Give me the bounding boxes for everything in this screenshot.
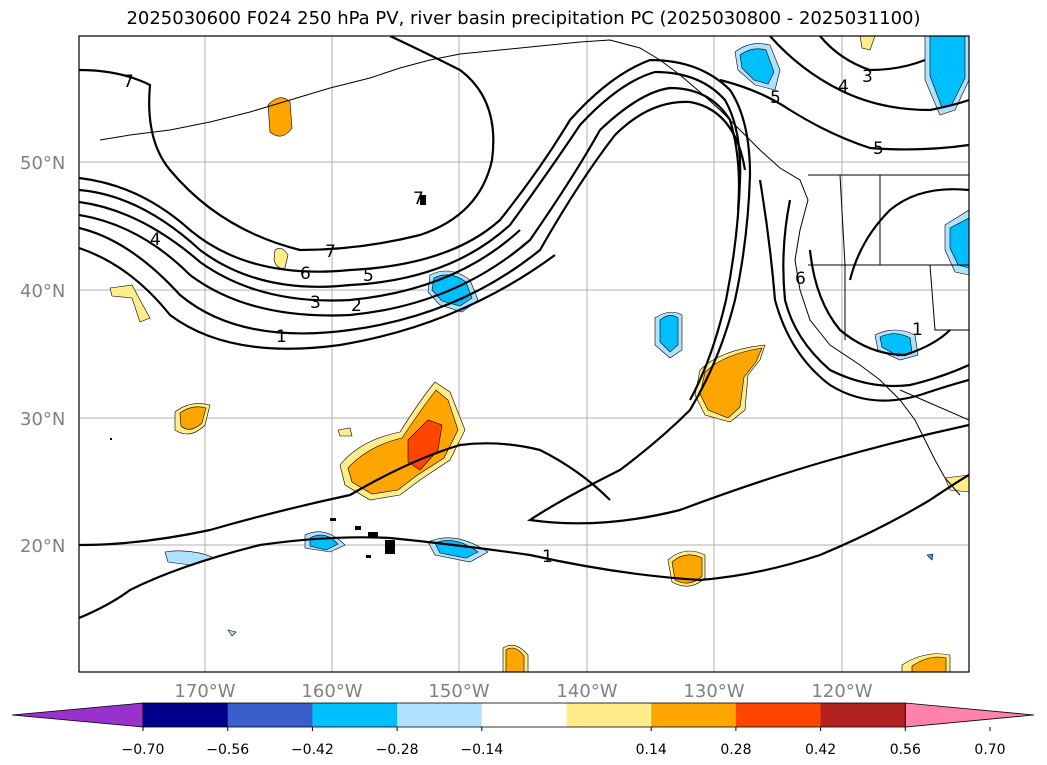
- contour-label: 6: [795, 269, 806, 289]
- precip-positive-area: [273, 248, 289, 269]
- colorbar-segment: [312, 703, 398, 727]
- colorbar-extend-low: [11, 702, 144, 728]
- pv-contours: [79, 36, 969, 620]
- lon-label: 130°W: [683, 681, 744, 702]
- lat-label: 30°N: [20, 409, 65, 430]
- lon-label: 160°W: [301, 681, 362, 702]
- precip-positive-area: [859, 36, 876, 51]
- precip-negative-area: [227, 629, 237, 637]
- colorbar-segment: [143, 703, 229, 727]
- lon-label: 150°W: [428, 681, 489, 702]
- contour-label: 3: [862, 67, 873, 87]
- colorbar-tick-label: −0.70: [122, 742, 165, 758]
- precip-positive-area: [911, 656, 947, 672]
- contour-label: 7: [413, 189, 424, 209]
- precip-positive-area: [505, 647, 525, 672]
- contour-label: 1: [912, 320, 923, 340]
- longitude-labels: 170°W 160°W 150°W 140°W 130°W 120°W: [174, 681, 872, 702]
- latitude-labels: 50°N 40°N 30°N 20°N: [20, 153, 65, 557]
- precip-negative-area: [926, 553, 934, 561]
- colorbar-segment: [820, 703, 906, 727]
- precip-positive-area: [109, 284, 151, 323]
- colorbar-tick-label: 0.70: [974, 742, 1005, 758]
- contour-label: 3: [310, 293, 321, 313]
- precip-positive-area: [699, 347, 763, 419]
- colorbar-tick-label: −0.42: [291, 742, 334, 758]
- lat-label: 20°N: [20, 536, 65, 557]
- precip-positive-area: [267, 97, 293, 137]
- map-frame: [78, 35, 970, 673]
- precip-positive-area: [337, 427, 353, 437]
- colorbar-segment: [566, 703, 652, 727]
- colorbar-segment: [227, 703, 313, 727]
- precip-positive-area: [179, 406, 207, 430]
- contour-label: 7: [123, 72, 134, 92]
- colorbar-tick-label: 0.42: [805, 742, 836, 758]
- colorbar-segment: [481, 703, 567, 727]
- colorbar-segment: [397, 703, 483, 727]
- colorbar-tick-label: 0.14: [636, 742, 667, 758]
- graticule: [79, 36, 969, 672]
- lon-label: 170°W: [174, 681, 235, 702]
- precip-shading: [109, 36, 969, 672]
- contour-label: 4: [838, 77, 849, 97]
- map-title: 2025030600 F024 250 hPa PV, river basin …: [126, 8, 921, 29]
- contour-labels: 7 4 7 6 5 3 2 1 7 5 3 4 5 6 1 1: [123, 67, 923, 567]
- contour-label: 5: [770, 88, 781, 108]
- contour-label: 2: [351, 296, 362, 316]
- precip-positive-area: [671, 554, 703, 584]
- lat-label: 50°N: [20, 153, 65, 174]
- contour-label: 1: [542, 547, 553, 567]
- precip-negative-area: [659, 315, 679, 353]
- colorbar-tick-label: −0.56: [206, 742, 249, 758]
- colorbar-tick-label: −0.28: [376, 742, 419, 758]
- contour-label: 1: [276, 327, 287, 347]
- precip-negative-area: [739, 48, 775, 85]
- colorbar-segment: [651, 703, 737, 727]
- lon-label: 140°W: [556, 681, 617, 702]
- precip-negative-area: [949, 217, 969, 269]
- contour-label: 4: [150, 230, 161, 250]
- map-area: [79, 36, 969, 672]
- coastlines: [99, 39, 969, 496]
- colorbar-ticks: −0.70 −0.56 −0.42 −0.28 −0.14 0.14 0.28 0.42 0.5…: [122, 727, 1006, 758]
- precip-positive-area: [407, 419, 443, 471]
- colorbar-tick-label: 0.28: [720, 742, 751, 758]
- contour-label: 5: [873, 139, 884, 159]
- lat-label: 40°N: [20, 281, 65, 302]
- islands: [110, 195, 426, 558]
- contour-label: 6: [300, 264, 311, 284]
- colorbar: [11, 702, 1035, 728]
- colorbar-extend-high: [904, 702, 1035, 728]
- colorbar-segment: [735, 703, 822, 727]
- colorbar-tick-label: −0.14: [460, 742, 503, 758]
- colorbar-outline: [142, 702, 906, 728]
- contour-label: 5: [363, 266, 374, 286]
- colorbar-tick-label: 0.56: [890, 742, 921, 758]
- lon-label: 120°W: [811, 681, 872, 702]
- precip-positive-area: [347, 389, 459, 495]
- contour-label: 7: [325, 242, 336, 262]
